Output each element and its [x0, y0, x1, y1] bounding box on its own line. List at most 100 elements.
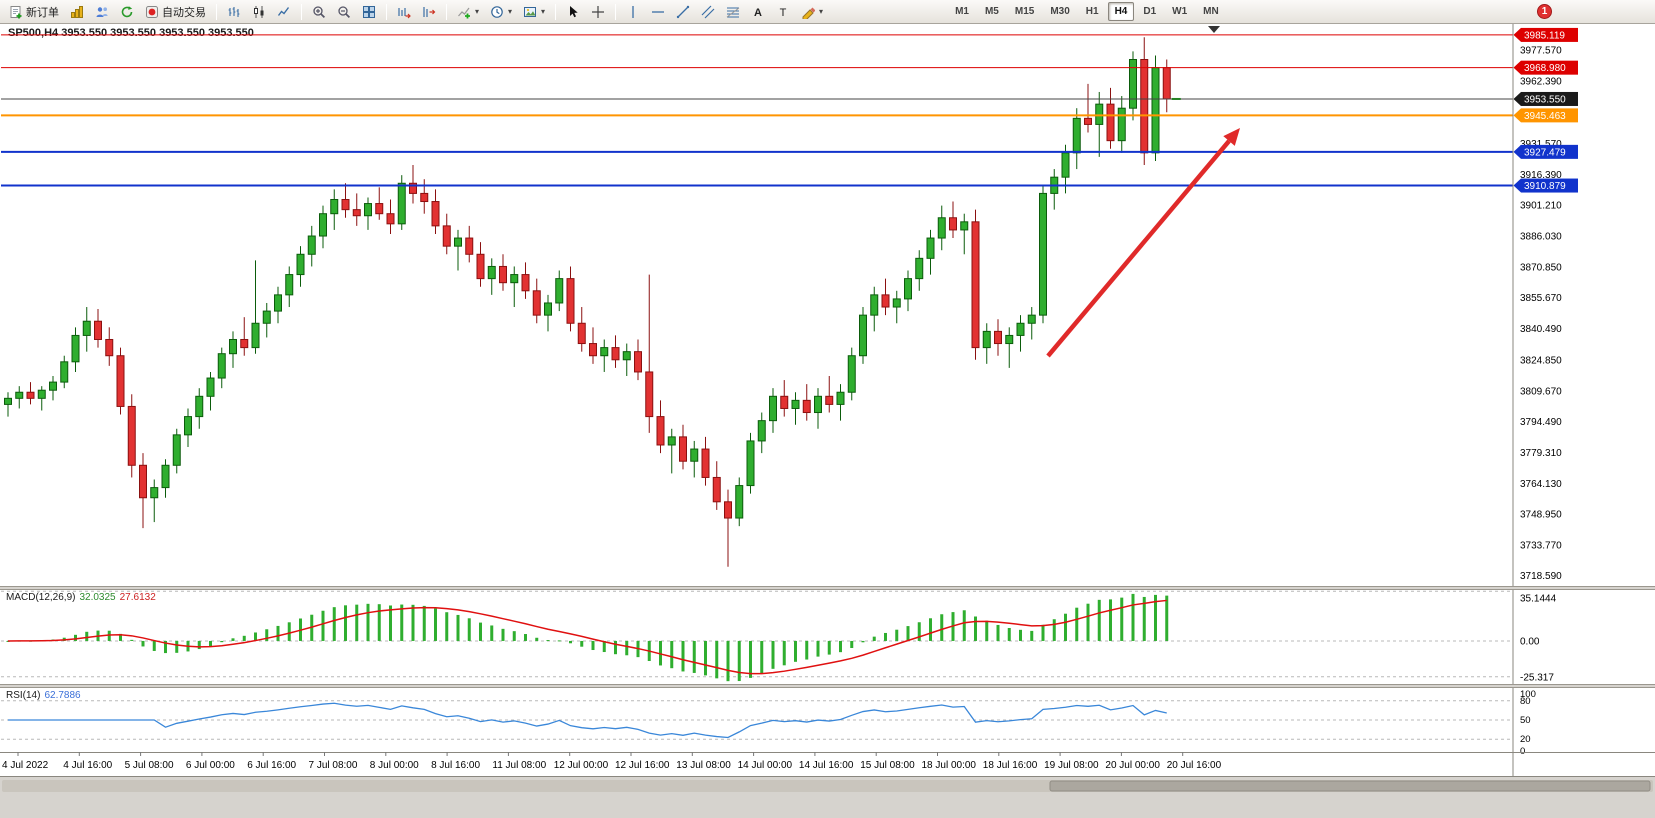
- dropdown-caret-icon: ▾: [541, 7, 546, 16]
- refresh-button[interactable]: [115, 2, 139, 22]
- macd-histogram-bar: [197, 640, 201, 650]
- macd-signal-line: [7, 599, 1167, 675]
- toolbar-separator: [386, 3, 387, 20]
- timeframe-h4[interactable]: H4: [1107, 2, 1135, 21]
- candlestick: [645, 274, 654, 433]
- candlestick: [622, 343, 631, 377]
- price-badge[interactable]: 3927.479: [1513, 144, 1579, 159]
- trend-arrow[interactable]: [1046, 139, 1231, 358]
- svg-text:3953.550: 3953.550: [1524, 94, 1566, 105]
- timeframe-w1[interactable]: W1: [1172, 6, 1188, 17]
- candlestick-chart-button[interactable]: [247, 2, 271, 22]
- templates-button[interactable]: ▾: [518, 2, 550, 22]
- dropdown-caret-icon: ▾: [819, 7, 824, 16]
- price-tick-label: 3733.770: [1520, 540, 1562, 551]
- rsi-value: 62.7886: [44, 690, 81, 701]
- macd-histogram-bar: [130, 639, 134, 641]
- macd-histogram-bar: [231, 638, 235, 641]
- candlestick: [982, 323, 991, 364]
- macd-histogram-bar: [715, 640, 719, 679]
- zoom-in-button[interactable]: [307, 2, 331, 22]
- candlestick: [26, 382, 35, 405]
- candlestick: [341, 183, 350, 218]
- macd-histogram-bar: [771, 640, 775, 669]
- horizontal-scrollbar-thumb[interactable]: [1049, 780, 1651, 792]
- clock-icon: [491, 5, 503, 18]
- macd-histogram-bar: [366, 603, 370, 641]
- macd-histogram-bar: [692, 640, 696, 673]
- timeframe-mn[interactable]: MN: [1203, 6, 1219, 17]
- text-label-button[interactable]: T: [771, 2, 795, 22]
- macd-histogram-bar: [479, 622, 482, 641]
- cursor-button[interactable]: [561, 2, 585, 22]
- timeframe-h1[interactable]: H1: [1085, 6, 1099, 17]
- fibonacci-button[interactable]: [721, 2, 745, 22]
- candlestick: [555, 270, 564, 312]
- time-tick-label: 14 Jul 00:00: [738, 760, 793, 771]
- profiles-button[interactable]: [90, 2, 114, 22]
- vertical-line-button[interactable]: [621, 2, 645, 22]
- macd-histogram-bar: [782, 640, 786, 666]
- macd-histogram-bar: [501, 628, 505, 641]
- macd-histogram-bar: [737, 640, 741, 682]
- pane-splitter[interactable]: [0, 684, 1655, 688]
- horizontal-line-button[interactable]: [646, 2, 670, 22]
- candlestick: [150, 479, 159, 523]
- time-tick-label: 4 Jul 16:00: [63, 760, 112, 771]
- price-badge[interactable]: 3985.119: [1513, 27, 1579, 42]
- candlestick: [836, 384, 845, 421]
- candlestick: [701, 436, 710, 486]
- macd-histogram-bar: [1109, 599, 1112, 641]
- price-tick-label: 3977.570: [1520, 46, 1562, 57]
- timeframe-m15[interactable]: M15: [1014, 6, 1035, 17]
- candlestick: [172, 428, 181, 474]
- text-button[interactable]: A: [746, 2, 770, 22]
- candlestick: [1095, 91, 1104, 157]
- price-badge[interactable]: 3968.980: [1513, 60, 1579, 75]
- shapes-button[interactable]: ▾: [796, 2, 828, 22]
- indicators-button[interactable]: ▾: [452, 2, 484, 22]
- autotrading-button[interactable]: 自动交易: [140, 2, 211, 22]
- macd-histogram-bar: [490, 625, 494, 641]
- timeframe-m1[interactable]: M1: [955, 6, 969, 17]
- new-order-button[interactable]: 新订单: [4, 2, 64, 22]
- macd-histogram-bar: [557, 640, 561, 642]
- candlestick: [1151, 55, 1160, 161]
- price-tick-label: 3748.950: [1520, 510, 1562, 521]
- channel-button[interactable]: [696, 2, 720, 22]
- candlestick: [60, 355, 69, 389]
- time-tick-label: 5 Jul 08:00: [125, 760, 174, 771]
- trendline-button[interactable]: [671, 2, 695, 22]
- time-tick-label: 7 Jul 08:00: [309, 760, 358, 771]
- periods-button[interactable]: ▾: [485, 2, 517, 22]
- notifications-badge[interactable]: 1: [1537, 4, 1552, 19]
- chart-shift-marker[interactable]: [1208, 26, 1220, 33]
- chart-ohlc-title: SP500,H4 3953.550 3953.550 3953.550 3953…: [8, 27, 254, 39]
- timeframe-d1[interactable]: D1: [1143, 6, 1157, 17]
- price-badge[interactable]: 3910.879: [1513, 178, 1579, 193]
- svg-text:A: A: [754, 7, 762, 19]
- zoom-out-button[interactable]: [332, 2, 356, 22]
- chart-shift-button[interactable]: [417, 2, 441, 22]
- macd-histogram-bar: [749, 640, 752, 678]
- refresh-icon: [121, 5, 133, 17]
- time-tick-label: 4 Jul 2022: [2, 760, 49, 771]
- candlestick: [487, 258, 496, 295]
- bar-chart-button[interactable]: [222, 2, 246, 22]
- line-chart-button[interactable]: [272, 2, 296, 22]
- candlestick: [375, 187, 384, 220]
- auto-scroll-button[interactable]: [392, 2, 416, 22]
- macd-histogram-bar: [141, 640, 145, 647]
- price-badge[interactable]: 3953.550: [1513, 91, 1579, 106]
- crosshair-button[interactable]: [586, 2, 610, 22]
- macd-histogram-bar: [1007, 628, 1011, 641]
- timeframe-m30[interactable]: M30: [1050, 6, 1070, 17]
- timeframe-m5[interactable]: M5: [984, 6, 999, 17]
- macd-histogram-bar: [546, 640, 550, 642]
- time-tick-label: 20 Jul 16:00: [1167, 760, 1222, 771]
- macd-histogram-bar: [389, 605, 392, 641]
- pane-splitter[interactable]: [0, 586, 1655, 590]
- price-badge[interactable]: 3945.463: [1513, 108, 1579, 123]
- charts-button[interactable]: [65, 2, 89, 22]
- tile-windows-button[interactable]: [357, 2, 381, 22]
